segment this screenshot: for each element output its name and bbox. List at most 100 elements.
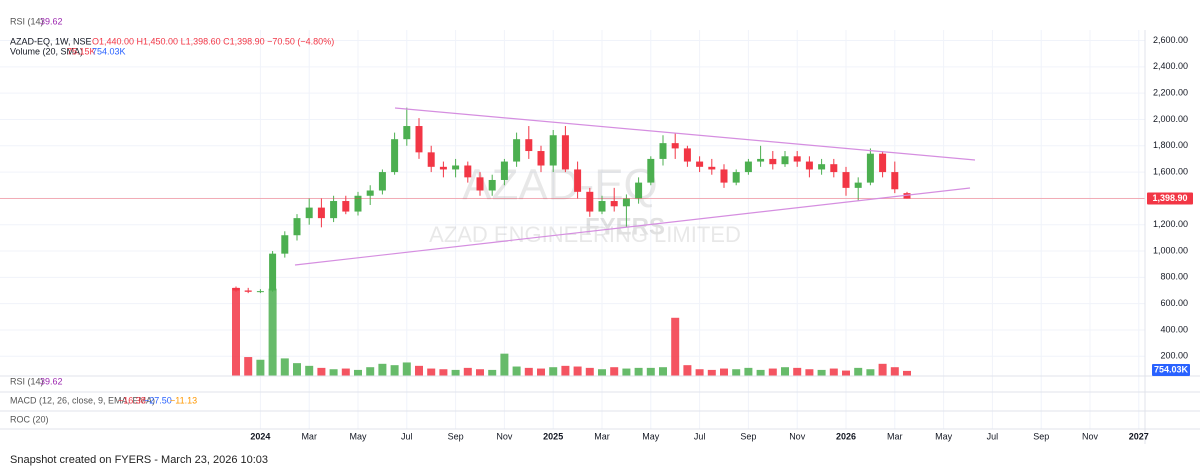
x-tick-label: Jul: [694, 431, 706, 441]
candle-body: [793, 156, 801, 162]
candle-body: [769, 158, 777, 165]
candle-body: [610, 201, 618, 207]
volume-bar: [659, 367, 667, 376]
macd-signal: −27.50: [144, 395, 172, 405]
volume-bar: [476, 369, 484, 376]
x-tick-label: Sep: [1033, 431, 1049, 441]
y-tick-label: 2,200.00: [1153, 88, 1188, 98]
volume-bar: [256, 359, 265, 376]
volume-bar: [573, 366, 582, 376]
y-tick-label: 400.00: [1160, 324, 1188, 334]
candle-body: [513, 139, 521, 162]
y-tick-label: 1,800.00: [1153, 140, 1188, 150]
macd-hist: −11.13: [170, 395, 197, 405]
candle-body: [732, 172, 740, 183]
y-tick-label: 800.00: [1160, 272, 1188, 282]
rsi-pane-value: 39.62: [40, 376, 63, 386]
volume-bar: [390, 365, 399, 376]
candle-body: [671, 143, 679, 149]
volume-bar: [707, 369, 716, 376]
volume-last: 754.03K: [92, 46, 126, 56]
volume-bar: [280, 358, 289, 376]
volume-bar: [305, 365, 314, 376]
volume-bar: [744, 367, 753, 376]
volume-bar: [903, 370, 911, 376]
volume-bar: [622, 368, 631, 376]
candle-body: [708, 166, 716, 170]
candle-body: [342, 201, 350, 212]
y-tick-label: 1,200.00: [1153, 219, 1188, 229]
candle-body: [488, 179, 496, 191]
volume-bar: [293, 363, 301, 376]
x-tick-label: Nov: [789, 431, 806, 441]
candle-body: [830, 164, 838, 173]
volume-name: Volume (20, SMA): [10, 46, 83, 56]
candle-body: [525, 139, 533, 152]
candle-body: [232, 287, 240, 291]
candle-body: [720, 169, 728, 183]
candle-body: [622, 198, 630, 207]
last-price-label: 1,398.90: [1152, 193, 1187, 203]
last-price-box: [1147, 192, 1193, 205]
volume-bar: [768, 368, 777, 376]
candle-body: [586, 191, 594, 212]
y-tick-label: 1,600.00: [1153, 166, 1188, 176]
volume-bar: [805, 369, 814, 376]
x-tick-label: Sep: [740, 431, 756, 441]
volume-bar: [598, 369, 606, 376]
volume-bar: [549, 367, 558, 376]
trend-line-upper: [394, 107, 976, 161]
volume-bar: [842, 370, 850, 376]
candle-body: [903, 193, 911, 199]
macd-value: −16.38: [118, 395, 146, 405]
candle-body: [537, 151, 545, 166]
volume-bar: [268, 288, 277, 376]
candle-body: [281, 235, 289, 254]
volume-bar: [463, 367, 472, 376]
y-tick-label: 1,000.00: [1153, 245, 1188, 255]
volume-bar: [878, 363, 887, 376]
candle-body: [696, 161, 704, 167]
candle-body: [891, 172, 899, 190]
candle-body: [330, 201, 338, 219]
candle-body: [854, 182, 862, 188]
candle-body: [269, 253, 277, 291]
volume-bar: [781, 367, 789, 376]
candle-body: [879, 153, 887, 173]
x-tick-label: Jul: [401, 431, 413, 441]
rsi-name: RSI (14): [10, 16, 44, 26]
volume-bar: [610, 367, 619, 376]
candle-body: [439, 166, 447, 170]
volume-bar: [646, 367, 655, 376]
watermark-name: AZAD ENGINEERING LIMITED: [429, 222, 741, 247]
x-tick-label: Nov: [496, 431, 513, 441]
x-tick-label: May: [349, 431, 367, 441]
y-tick-label: 600.00: [1160, 298, 1188, 308]
volume-bar: [439, 369, 448, 376]
rsi-value: 39.62: [40, 16, 63, 26]
candle-body: [561, 135, 569, 170]
x-tick-label: May: [642, 431, 660, 441]
x-tick-label: May: [935, 431, 953, 441]
candle-body: [452, 165, 460, 170]
rsi-pane-name: RSI (14): [10, 376, 44, 386]
candle-body: [244, 290, 252, 292]
volume-bar: [329, 369, 338, 376]
volume-bar: [756, 369, 765, 376]
roc-name: ROC (20): [10, 414, 49, 424]
volume-bar: [732, 369, 741, 376]
last-volume-label: 754.03K: [1154, 364, 1189, 374]
y-tick-label: 2,000.00: [1153, 114, 1188, 124]
x-tick-label: 2025: [543, 431, 563, 441]
footer: Snapshot created on FYERS - March 23, 20…: [10, 454, 268, 466]
volume-bar: [537, 368, 545, 376]
volume-bar: [524, 367, 533, 376]
volume-bar: [488, 369, 497, 376]
y-tick-label: 200.00: [1160, 351, 1188, 361]
candle-body: [744, 161, 752, 173]
volume-bar: [634, 367, 643, 376]
volume-bar: [720, 368, 728, 376]
x-tick-label: 2026: [836, 431, 856, 441]
